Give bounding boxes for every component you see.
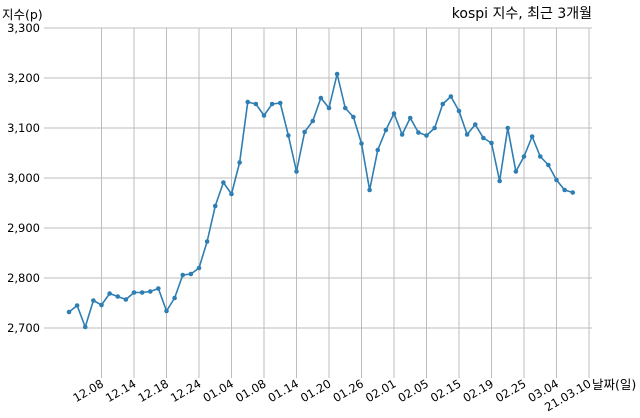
- x-tick-label: 01.26: [330, 376, 366, 405]
- data-point: [351, 114, 356, 120]
- data-point: [253, 101, 259, 107]
- x-tick-label: 12.24: [168, 376, 204, 405]
- data-point: [302, 129, 307, 135]
- x-gridlines: [101, 28, 590, 378]
- data-point: [367, 187, 372, 193]
- data-point: [334, 71, 340, 77]
- series-layer: [66, 71, 576, 330]
- data-point: [432, 125, 437, 131]
- data-point: [464, 132, 470, 137]
- x-tick-label: 02.05: [395, 376, 431, 405]
- data-point: [399, 132, 405, 137]
- data-point: [562, 187, 567, 193]
- data-point: [204, 239, 210, 244]
- x-axis-title: 날짜(일): [592, 377, 636, 392]
- y-tick-label: 3,000: [7, 171, 40, 185]
- data-point: [318, 95, 324, 101]
- data-point: [180, 272, 186, 278]
- data-point: [456, 108, 462, 114]
- data-point: [521, 154, 527, 159]
- data-point: [131, 290, 137, 295]
- data-point: [269, 101, 275, 107]
- data-point: [82, 324, 88, 330]
- x-tick-label: 02.15: [428, 376, 464, 405]
- data-point: [440, 101, 446, 107]
- data-point: [229, 191, 234, 197]
- data-point: [472, 122, 478, 127]
- data-point: [107, 291, 112, 296]
- data-point: [156, 286, 161, 291]
- data-point: [91, 298, 96, 303]
- data-point: [261, 113, 267, 118]
- data-point: [172, 295, 177, 301]
- data-point: [123, 297, 129, 302]
- data-point: [286, 133, 291, 138]
- data-point: [546, 162, 551, 168]
- data-point: [383, 127, 389, 133]
- data-point: [139, 290, 145, 295]
- data-point: [537, 154, 543, 159]
- x-tick-label: 02.01: [363, 376, 399, 405]
- data-point: [505, 125, 511, 131]
- data-point: [277, 100, 283, 106]
- data-point: [237, 160, 242, 165]
- data-point: [529, 134, 535, 139]
- data-point: [489, 140, 494, 146]
- y-tick-label: 2,700: [7, 321, 40, 335]
- x-tick-label: 12.08: [70, 376, 106, 405]
- data-point: [391, 111, 397, 116]
- data-point: [294, 169, 299, 174]
- y-tick-label: 3,100: [7, 121, 40, 135]
- data-point: [66, 309, 72, 315]
- data-point: [497, 178, 502, 184]
- data-point: [115, 294, 121, 299]
- data-point: [481, 135, 486, 141]
- y-tick-label: 3,200: [7, 71, 40, 85]
- x-tick-label: 02.19: [460, 376, 496, 405]
- data-point: [416, 130, 421, 135]
- data-point: [221, 180, 226, 185]
- y-tick-labels: 2,700 2,800 2,900 3,000 3,100 3,200 3,300: [7, 21, 40, 335]
- x-tick-label: 12.18: [135, 376, 171, 405]
- x-tick-label: 12.14: [103, 376, 139, 405]
- x-tick-label: 02.25: [493, 376, 529, 405]
- data-point: [554, 177, 559, 183]
- data-point: [326, 105, 332, 111]
- x-tick-label: 01.20: [298, 376, 334, 405]
- y-tick-label: 2,900: [7, 221, 40, 235]
- x-tick-label: 01.04: [200, 376, 236, 405]
- data-point: [245, 99, 251, 105]
- series-line: [68, 73, 573, 328]
- data-point: [74, 303, 80, 308]
- x-tick-label: 01.08: [233, 376, 269, 405]
- data-point: [212, 203, 218, 209]
- x-tick-label: 01.14: [265, 376, 301, 405]
- data-point: [375, 147, 381, 153]
- data-point: [448, 94, 454, 99]
- y-tick-label: 3,300: [7, 21, 40, 35]
- data-point: [188, 271, 194, 277]
- y-axis-title: 지수(p): [2, 7, 43, 22]
- y-tick-label: 2,800: [7, 271, 40, 285]
- data-point: [513, 169, 519, 174]
- chart-title: kospi 지수, 최근 3개월: [452, 6, 592, 22]
- data-point: [310, 118, 316, 124]
- data-point: [407, 115, 413, 121]
- data-point: [424, 133, 429, 138]
- y-gridlines: [44, 27, 592, 329]
- data-point: [359, 141, 364, 146]
- data-point: [570, 190, 576, 195]
- data-point: [196, 265, 202, 271]
- data-point: [164, 308, 169, 314]
- data-point: [147, 289, 153, 294]
- data-point: [99, 302, 104, 308]
- data-point: [342, 105, 348, 111]
- x-tick-labels: 12.0812.1412.1812.2401.0401.0801.1401.20…: [70, 376, 593, 414]
